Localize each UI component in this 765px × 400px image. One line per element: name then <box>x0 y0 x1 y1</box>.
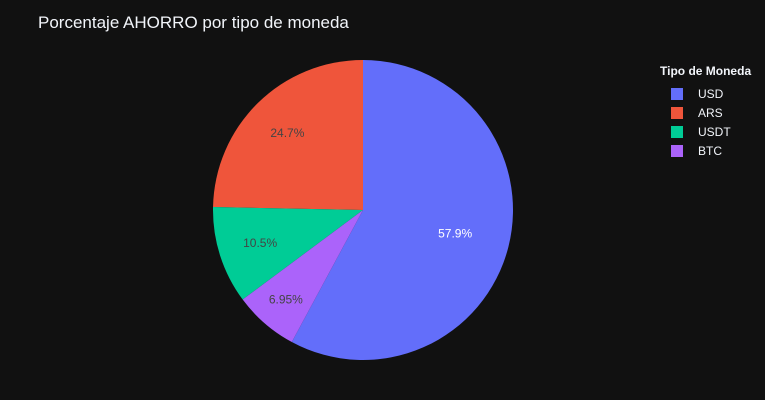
legend-swatch <box>671 87 683 100</box>
slice-label-usd: 57.9% <box>438 226 472 240</box>
legend-swatch <box>671 125 683 138</box>
slice-label-ars: 24.7% <box>270 126 304 140</box>
pie-slice-usdt[interactable] <box>213 207 363 300</box>
legend-item-usd[interactable]: USD <box>660 84 751 103</box>
legend-item-ars[interactable]: ARS <box>660 103 751 122</box>
slice-label-btc: 6.95% <box>269 292 303 306</box>
pie-slice-btc[interactable] <box>242 210 363 343</box>
legend-item-btc[interactable]: BTC <box>660 141 751 160</box>
chart-title: Porcentaje AHORRO por tipo de moneda <box>38 13 349 32</box>
pie-slices <box>213 60 513 360</box>
pie-slice-labels: 57.9% 24.7% 10.5% 6.95% <box>243 126 472 306</box>
legend-title: Tipo de Moneda <box>660 64 752 78</box>
legend-items: USD ARS USDT BTC <box>660 84 751 160</box>
legend-label: USDT <box>698 124 731 139</box>
legend-label: BTC <box>698 143 722 158</box>
legend-swatch <box>671 106 683 119</box>
legend-swatch <box>671 144 683 157</box>
slice-label-usdt: 10.5% <box>243 236 277 250</box>
legend: Tipo de Moneda USD ARS USDT BTC <box>660 64 751 160</box>
legend-label: ARS <box>698 105 723 120</box>
legend-label: USD <box>698 86 724 101</box>
pie-slice-usd[interactable] <box>291 60 513 360</box>
legend-item-usdt[interactable]: USDT <box>660 122 751 141</box>
pie-slice-ars[interactable] <box>213 60 363 210</box>
